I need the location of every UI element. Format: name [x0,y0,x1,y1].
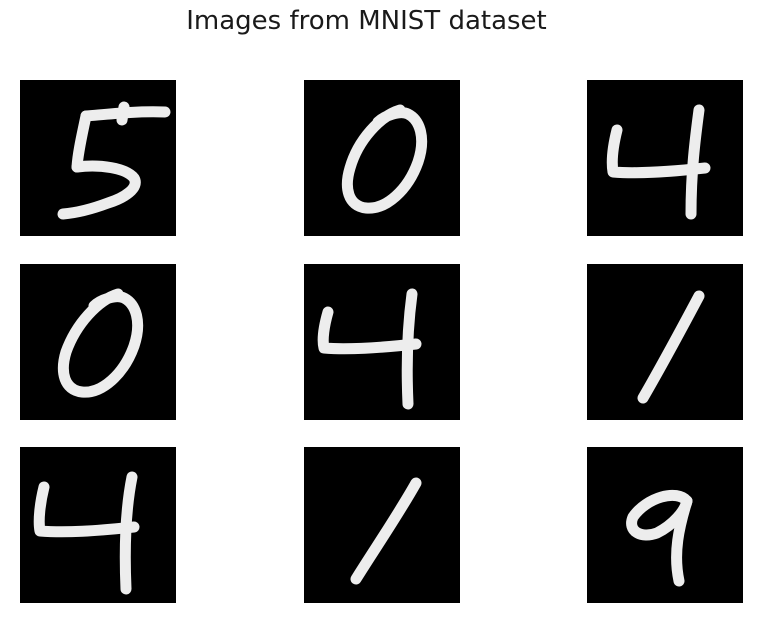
mnist-image-digit-1 [587,264,743,420]
figure-title: Images from MNIST dataset [186,6,547,36]
mnist-image-digit-4 [304,264,460,420]
mnist-image-digit-1 [304,447,460,603]
mnist-image-digit-0 [304,80,460,236]
mnist-image-digit-5 [20,80,176,236]
handwritten-five-glyph [57,101,171,220]
handwritten-four-glyph [33,471,140,595]
handwritten-zero-glyph [57,288,144,398]
mnist-image-digit-9 [587,447,743,603]
handwritten-nine-glyph [626,489,693,587]
handwritten-one-glyph [637,290,705,404]
handwritten-one-glyph [350,477,422,585]
mnist-image-digit-4 [20,447,176,603]
mnist-image-digit-4 [587,80,743,236]
handwritten-four-glyph [317,288,422,410]
handwritten-four-glyph [606,104,711,220]
mnist-image-digit-0 [20,264,176,420]
handwritten-zero-glyph [341,104,428,214]
